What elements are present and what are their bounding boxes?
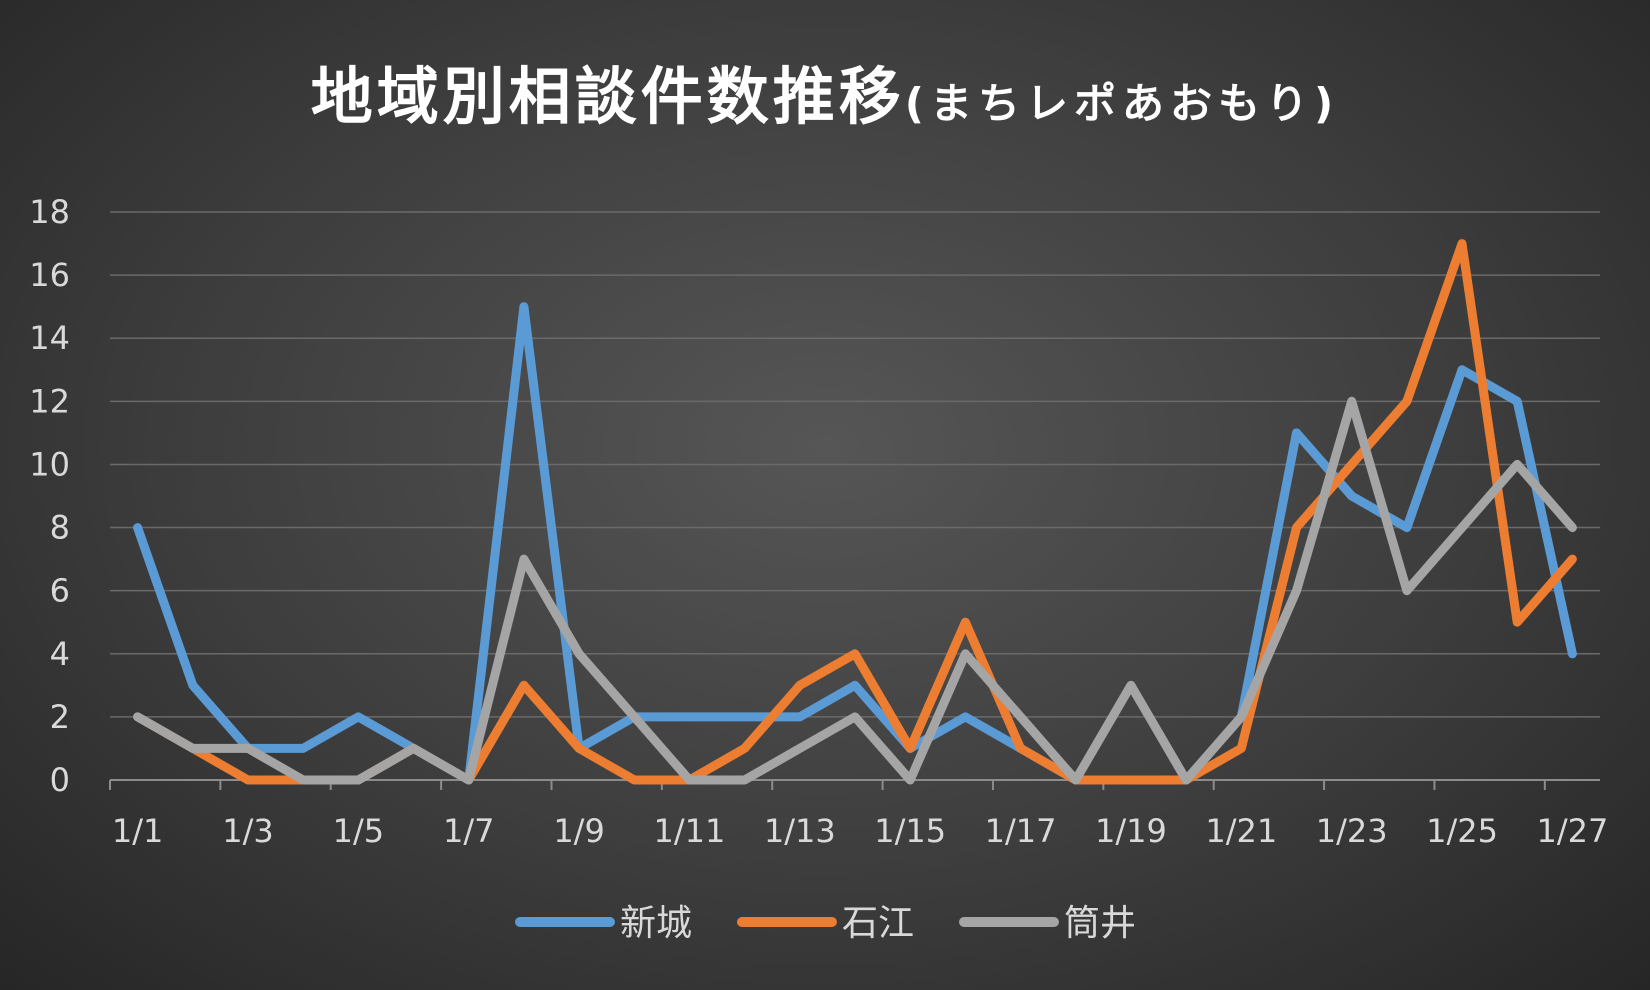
data-point: [799, 684, 801, 686]
legend: 新城 石江 筒井: [515, 903, 1136, 944]
data-point: [1240, 716, 1242, 718]
y-tick-label: 6: [50, 572, 70, 610]
series-line-1: [133, 302, 1577, 785]
x-tick-label: 1/17: [985, 812, 1057, 850]
data-point: [523, 306, 525, 308]
chart-title-main: 地域別相談件数推移: [311, 60, 905, 133]
y-tick-label: 16: [29, 256, 70, 294]
y-tick-label: 12: [29, 382, 70, 420]
data-point: [1351, 463, 1353, 465]
data-point: [302, 779, 304, 781]
data-point: [247, 779, 249, 781]
data-point: [137, 716, 139, 718]
series-line-3: [133, 396, 1577, 785]
data-point: [909, 747, 911, 749]
series-line-2: [133, 239, 1577, 785]
data-point: [468, 779, 470, 781]
x-tick-label: 1/23: [1316, 812, 1388, 850]
data-point: [744, 779, 746, 781]
data-point: [137, 527, 139, 529]
x-tick-label: 1/5: [333, 812, 385, 850]
data-point: [1075, 779, 1077, 781]
data-point: [1516, 463, 1518, 465]
y-tick-label: 10: [29, 445, 70, 483]
data-point: [1295, 527, 1297, 529]
data-point: [688, 779, 690, 781]
x-tick-label: 1/13: [764, 812, 836, 850]
x-axis: 1/1 1/3 1/5 1/7 1/9 1/11 1/13 1/15 1/17 1/19 1/21 1…: [109, 780, 1608, 850]
data-point: [854, 716, 856, 718]
chart-title: 地域別相談件数推移(まちレポあおもり): [311, 60, 1339, 133]
data-point: [1461, 243, 1463, 245]
x-tick-label: 1/3: [222, 812, 274, 850]
data-point: [192, 747, 194, 749]
x-tick-label: 1/7: [443, 812, 495, 850]
data-point: [1351, 495, 1353, 497]
data-point: [909, 779, 911, 781]
data-point: [1516, 621, 1518, 623]
y-axis-ticks: 0 2 4 6 8 10 12 14 16 18: [29, 193, 70, 799]
data-point: [1406, 400, 1408, 402]
legend-label: 石江: [842, 903, 914, 944]
data-point: [357, 716, 359, 718]
data-point: [854, 653, 856, 655]
data-point: [1571, 558, 1573, 560]
x-tick-label: 1/15: [874, 812, 946, 850]
x-tick-label: 1/11: [654, 812, 726, 850]
data-point: [1130, 779, 1132, 781]
data-point: [633, 779, 635, 781]
x-tick-label: 1/21: [1205, 812, 1277, 850]
data-point: [578, 653, 580, 655]
data-point: [1185, 779, 1187, 781]
data-point: [854, 684, 856, 686]
data-point: [964, 621, 966, 623]
x-tick-label: 1/27: [1536, 812, 1608, 850]
series-lines: [133, 239, 1577, 785]
data-point: [964, 653, 966, 655]
y-tick-label: 2: [50, 698, 70, 736]
y-tick-label: 0: [50, 761, 70, 799]
data-point: [1295, 432, 1297, 434]
data-point: [413, 747, 415, 749]
data-point: [799, 747, 801, 749]
data-point: [192, 684, 194, 686]
data-point: [1351, 400, 1353, 402]
data-point: [523, 684, 525, 686]
data-point: [523, 558, 525, 560]
data-point: [1240, 747, 1242, 749]
data-point: [1295, 590, 1297, 592]
data-point: [1406, 590, 1408, 592]
data-point: [1020, 716, 1022, 718]
data-point: [744, 716, 746, 718]
data-point: [688, 716, 690, 718]
x-tick-label: 1/9: [553, 812, 605, 850]
x-tick-label: 1/25: [1426, 812, 1498, 850]
data-point: [357, 779, 359, 781]
data-point: [1461, 369, 1463, 371]
data-point: [1516, 400, 1518, 402]
data-point: [302, 747, 304, 749]
data-point: [1571, 653, 1573, 655]
data-point: [964, 716, 966, 718]
data-point: [1461, 527, 1463, 529]
y-tick-label: 4: [50, 635, 70, 673]
data-point: [633, 716, 635, 718]
data-point: [744, 747, 746, 749]
data-point: [1406, 527, 1408, 529]
data-point: [1020, 747, 1022, 749]
data-point: [1571, 527, 1573, 529]
x-tick-label: 1/19: [1095, 812, 1167, 850]
x-tick-label: 1/1: [112, 812, 164, 850]
data-point: [799, 716, 801, 718]
chart-title-suffix: (まちレポあおもり): [905, 79, 1339, 128]
y-tick-label: 8: [50, 509, 70, 547]
data-point: [1130, 684, 1132, 686]
data-point: [578, 747, 580, 749]
legend-label: 新城: [620, 903, 692, 944]
data-point: [247, 747, 249, 749]
y-tick-label: 14: [29, 319, 70, 357]
y-tick-label: 18: [29, 193, 70, 231]
legend-label: 筒井: [1064, 903, 1136, 944]
